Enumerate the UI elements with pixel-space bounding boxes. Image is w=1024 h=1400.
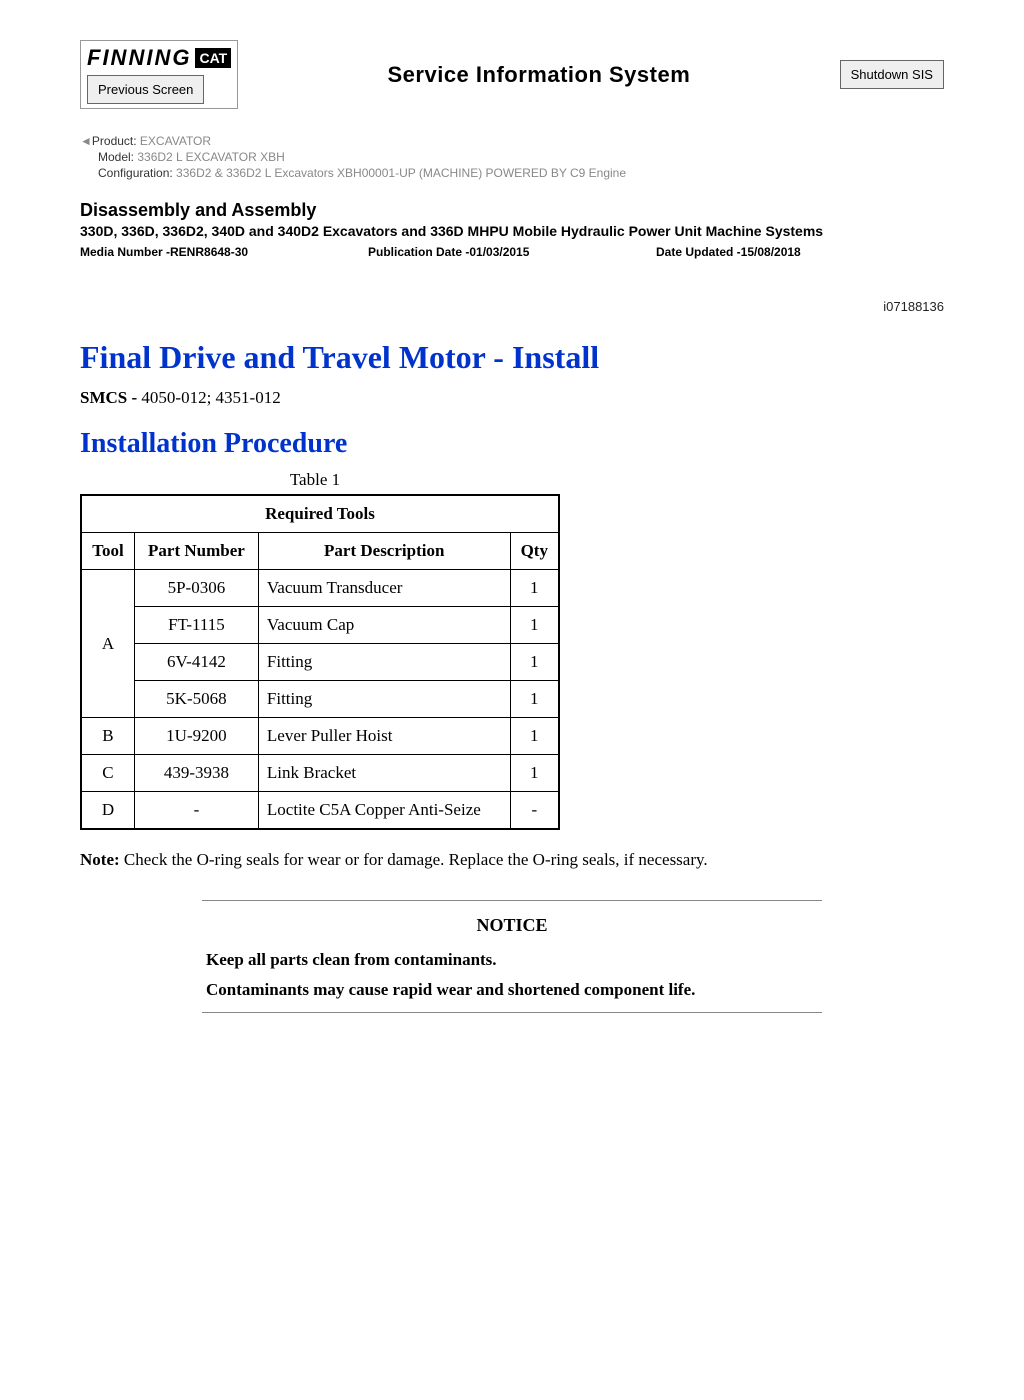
cell-tool: A: [81, 570, 134, 718]
table-row: D - Loctite C5A Copper Anti-Seize -: [81, 792, 559, 830]
col-tool: Tool: [81, 533, 134, 570]
cell-qty: -: [510, 792, 559, 830]
smcs-value: 4050-012; 4351-012: [141, 388, 280, 407]
sis-title: Service Information System: [388, 62, 691, 88]
header-bar: FINNING CAT Previous Screen Service Info…: [80, 40, 944, 109]
shutdown-sis-button[interactable]: Shutdown SIS: [840, 60, 944, 89]
media-number: Media Number -RENR8648-30: [80, 245, 368, 259]
cell-desc: Fitting: [258, 644, 510, 681]
cell-pn: FT-1115: [134, 607, 258, 644]
meta-block: ◄Product: EXCAVATOR Model: 336D2 L EXCAV…: [80, 134, 944, 180]
cell-qty: 1: [510, 718, 559, 755]
brand-text: FINNING: [87, 45, 191, 71]
cell-pn: 5K-5068: [134, 681, 258, 718]
cell-desc: Link Bracket: [258, 755, 510, 792]
table-caption: Table 1: [80, 470, 550, 490]
note-label: Note:: [80, 850, 124, 869]
notice-body: Keep all parts clean from contaminants. …: [202, 950, 822, 1000]
notice-line: Contaminants may cause rapid wear and sh…: [206, 980, 818, 1000]
document-id: i07188136: [80, 299, 944, 314]
cell-qty: 1: [510, 607, 559, 644]
previous-screen-button[interactable]: Previous Screen: [87, 75, 204, 104]
cell-qty: 1: [510, 755, 559, 792]
note-line: Note: Check the O-ring seals for wear or…: [80, 850, 944, 870]
meta-config-value: 336D2 & 336D2 L Excavators XBH00001-UP (…: [173, 166, 626, 180]
meta-model-value: 336D2 L EXCAVATOR XBH: [134, 150, 285, 164]
table-row: B 1U-9200 Lever Puller Hoist 1: [81, 718, 559, 755]
cell-tool: D: [81, 792, 134, 830]
section-heading: Disassembly and Assembly: [80, 200, 944, 221]
procedure-heading: Installation Procedure: [80, 428, 944, 460]
table-row: 5K-5068 Fitting 1: [81, 681, 559, 718]
meta-config-label: Configuration:: [98, 166, 173, 180]
cell-tool: B: [81, 718, 134, 755]
table-row: A 5P-0306 Vacuum Transducer 1: [81, 570, 559, 607]
brand-logo: FINNING CAT: [87, 45, 231, 71]
cell-desc: Fitting: [258, 681, 510, 718]
date-updated: Date Updated -15/08/2018: [656, 245, 944, 259]
cell-qty: 1: [510, 681, 559, 718]
cell-pn: 6V-4142: [134, 644, 258, 681]
cell-pn: 439-3938: [134, 755, 258, 792]
col-qty: Qty: [510, 533, 559, 570]
notice-label: NOTICE: [202, 915, 822, 936]
cell-pn: 5P-0306: [134, 570, 258, 607]
cell-pn: -: [134, 792, 258, 830]
notice-line: Keep all parts clean from contaminants.: [206, 950, 818, 970]
table-row: 6V-4142 Fitting 1: [81, 644, 559, 681]
table-row: C 439-3938 Link Bracket 1: [81, 755, 559, 792]
publication-date: Publication Date -01/03/2015: [368, 245, 656, 259]
required-tools-table: Required Tools Tool Part Number Part Des…: [80, 494, 560, 830]
back-arrow-icon[interactable]: ◄: [80, 134, 92, 148]
col-part-description: Part Description: [258, 533, 510, 570]
cell-pn: 1U-9200: [134, 718, 258, 755]
cell-qty: 1: [510, 570, 559, 607]
cell-desc: Loctite C5A Copper Anti-Seize: [258, 792, 510, 830]
cell-desc: Vacuum Cap: [258, 607, 510, 644]
meta-product-label: Product:: [92, 134, 137, 148]
article-title: Final Drive and Travel Motor - Install: [80, 339, 944, 376]
smcs-label: SMCS -: [80, 388, 141, 407]
cell-qty: 1: [510, 644, 559, 681]
meta-product-value: EXCAVATOR: [137, 134, 211, 148]
logo-box: FINNING CAT Previous Screen: [80, 40, 238, 109]
table-row: FT-1115 Vacuum Cap 1: [81, 607, 559, 644]
meta-model-label: Model:: [98, 150, 134, 164]
cell-desc: Vacuum Transducer: [258, 570, 510, 607]
col-part-number: Part Number: [134, 533, 258, 570]
divider: [202, 1012, 822, 1013]
table-header: Required Tools: [81, 495, 559, 533]
divider: [202, 900, 822, 901]
cell-desc: Lever Puller Hoist: [258, 718, 510, 755]
smcs-line: SMCS - 4050-012; 4351-012: [80, 388, 944, 408]
note-text: Check the O-ring seals for wear or for d…: [124, 850, 708, 869]
doc-subtitle: 330D, 336D, 336D2, 340D and 340D2 Excava…: [80, 223, 944, 239]
cell-tool: C: [81, 755, 134, 792]
cat-badge: CAT: [195, 48, 231, 68]
notice-block: NOTICE Keep all parts clean from contami…: [202, 900, 822, 1013]
media-info-row: Media Number -RENR8648-30 Publication Da…: [80, 245, 944, 259]
